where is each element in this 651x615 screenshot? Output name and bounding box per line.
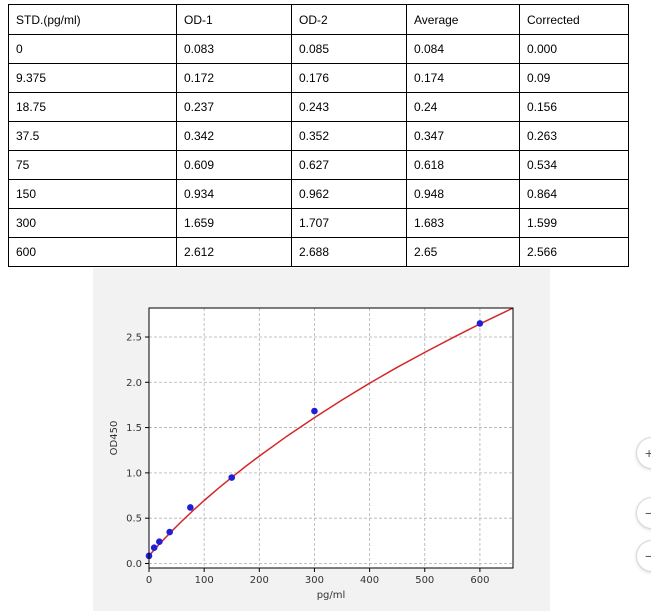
- standard-curve-chart: 0 100 200 300 400 500 600 0.0 0.5 1.0 1.5 2.0 2.5 pg…: [109, 307, 514, 601]
- table-cell: 0.347: [406, 121, 520, 151]
- y-tick-label: 0.5: [126, 514, 142, 525]
- table-cell: 0.534: [519, 150, 629, 180]
- zoom-out-button[interactable]: −: [636, 497, 651, 529]
- data-point: [476, 320, 484, 327]
- table-cell: 1.707: [291, 208, 407, 238]
- table-cell: 0.172: [176, 63, 292, 93]
- table-body: 0 0.083 0.085 0.084 0.000 9.375 0.172 0.176 0.17…: [8, 34, 629, 267]
- table-cell: 9.375: [8, 63, 177, 93]
- table-cell: 0.085: [291, 34, 407, 64]
- table-header-row: STD.(pg/ml) OD-1 OD-2 Average Corrected: [8, 4, 629, 35]
- table-cell: 0.962: [291, 179, 407, 209]
- table-cell: 1.683: [406, 208, 520, 238]
- y-tick-label: 2.0: [126, 378, 142, 389]
- table-cell: 75: [8, 150, 177, 180]
- reset-button[interactable]: −: [636, 540, 651, 572]
- table-header-cell: OD-1: [176, 4, 292, 35]
- table-row: 37.5 0.342 0.352 0.347 0.263: [8, 121, 629, 151]
- x-tick-label: 500: [415, 575, 434, 586]
- table-row: 9.375 0.172 0.176 0.174 0.09: [8, 63, 629, 93]
- x-tick-label: 200: [250, 575, 269, 586]
- table-cell: 300: [8, 208, 177, 238]
- table-cell: 2.566: [519, 237, 629, 267]
- table-cell: 0.342: [176, 121, 292, 151]
- fit-curve: [148, 307, 514, 557]
- table-cell: 0.948: [406, 179, 520, 209]
- table-header-cell: Average: [406, 4, 520, 35]
- table-cell: 2.65: [406, 237, 520, 267]
- x-tick-label: 400: [360, 575, 379, 586]
- table-row: 600 2.612 2.688 2.65 2.566: [8, 237, 629, 267]
- plus-icon: +: [645, 445, 651, 461]
- data-point: [156, 538, 163, 546]
- table-cell: 0.352: [291, 121, 407, 151]
- minus-icon: −: [645, 548, 651, 564]
- table-row: 75 0.609 0.627 0.618 0.534: [8, 150, 629, 180]
- data-point: [150, 544, 158, 552]
- table-cell: 150: [8, 179, 177, 209]
- table-cell: 1.659: [176, 208, 292, 238]
- data-point: [166, 528, 173, 536]
- plot-background: [149, 308, 513, 568]
- y-tick-label: 2.5: [126, 332, 142, 343]
- table-cell: 18.75: [8, 92, 177, 122]
- table-cell: 0.263: [519, 121, 629, 151]
- table-cell: 1.599: [519, 208, 629, 238]
- minus-icon: −: [645, 505, 651, 521]
- y-tick-label: 1.0: [126, 468, 142, 479]
- table-cell: 0.24: [406, 92, 520, 122]
- table-cell: 0.618: [406, 150, 520, 180]
- table-row: 18.75 0.237 0.243 0.24 0.156: [8, 92, 629, 122]
- y-axis-label: OD450: [109, 421, 120, 456]
- x-tick-label: 100: [195, 575, 214, 586]
- data-point: [228, 474, 236, 481]
- plot-frame: [148, 307, 514, 569]
- table-cell: 2.612: [176, 237, 292, 267]
- table-cell: 0.09: [519, 63, 629, 93]
- table-cell: 0.156: [519, 92, 629, 122]
- table-cell: 0: [8, 34, 177, 64]
- y-tick-label: 1.5: [126, 423, 142, 434]
- table-cell: 0.083: [176, 34, 292, 64]
- table-cell: 37.5: [8, 121, 177, 151]
- table-header-cell: Corrected: [519, 4, 629, 35]
- table-cell: 0.000: [519, 34, 629, 64]
- y-tick-label: 0.0: [126, 559, 142, 570]
- table-cell: 0.176: [291, 63, 407, 93]
- table-cell: 0.609: [176, 150, 292, 180]
- table-cell: 0.084: [406, 34, 520, 64]
- axis-ticks: 0 100 200 300 400 500 600 0.0 0.5 1.0 1.5 2.0 2.5: [126, 332, 489, 586]
- table-cell: 0.174: [406, 63, 520, 93]
- x-tick-label: 0: [146, 575, 152, 586]
- zoom-in-button[interactable]: +: [636, 437, 651, 469]
- table-row: 300 1.659 1.707 1.683 1.599: [8, 208, 629, 238]
- table-cell: 0.243: [291, 92, 407, 122]
- chart-grid: [148, 308, 513, 568]
- table-cell: 0.237: [176, 92, 292, 122]
- table-header-cell: STD.(pg/ml): [8, 4, 177, 35]
- table-row: 150 0.934 0.962 0.948 0.864: [8, 179, 629, 209]
- standard-data-table: STD.(pg/ml) OD-1 OD-2 Average Corrected …: [8, 4, 629, 267]
- table-cell: 600: [8, 237, 177, 267]
- table-row: 0 0.083 0.085 0.084 0.000: [8, 34, 629, 64]
- table-cell: 2.688: [291, 237, 407, 267]
- table-header-cell: OD-2: [291, 4, 407, 35]
- x-tick-label: 600: [470, 575, 489, 586]
- data-point: [311, 407, 318, 415]
- table-cell: 0.864: [519, 179, 629, 209]
- x-tick-label: 300: [305, 575, 324, 586]
- data-point: [187, 504, 194, 511]
- table-cell: 0.934: [176, 179, 292, 209]
- table-cell: 0.627: [291, 150, 407, 180]
- x-axis-label: pg/ml: [317, 590, 346, 601]
